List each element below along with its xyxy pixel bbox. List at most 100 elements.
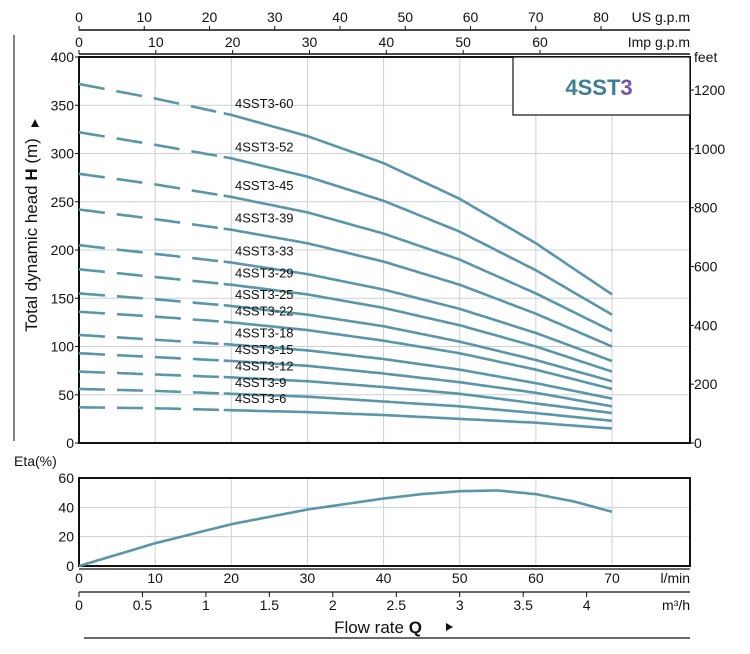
imp-gpm-tick-label: 10 xyxy=(148,34,164,50)
head-curve-solid xyxy=(223,342,613,400)
curve-label: 4SST3-45 xyxy=(235,178,294,193)
eta-axis-label: Eta(%) xyxy=(14,453,57,469)
lmin-tick-label: 0 xyxy=(75,570,83,586)
curve-label: 4SST3-33 xyxy=(235,244,294,259)
curve-label: 4SST3-15 xyxy=(235,342,294,357)
head-curve-dashed xyxy=(78,172,224,197)
imp-gpm-tick-label: 0 xyxy=(75,34,83,50)
feet-tick-label: 800 xyxy=(694,200,718,216)
eta-plot-frame xyxy=(78,477,691,567)
us-gpm-axis-label: US g.p.m xyxy=(632,9,690,25)
us-gpm-tick-label: 40 xyxy=(332,9,348,25)
m3h-tick-label: 0 xyxy=(75,597,83,613)
m3h-tick-label: 3.5 xyxy=(513,597,533,613)
y-axis-arrow-icon xyxy=(31,119,39,127)
eta-y-tick-label: 20 xyxy=(58,529,74,545)
y-tick-label: 50 xyxy=(58,387,74,403)
m3h-tick-label: 1 xyxy=(202,597,210,613)
curve-label: 4SST3-9 xyxy=(235,375,286,390)
head-curve-dashed xyxy=(78,352,224,362)
y-tick-label: 0 xyxy=(66,435,74,451)
lmin-tick-label: 20 xyxy=(223,570,239,586)
m3h-tick-label: 2 xyxy=(329,597,337,613)
head-curve-solid xyxy=(223,392,613,423)
feet-tick-label: 1000 xyxy=(694,141,725,157)
y-axis-title-text: Total dynamic head xyxy=(22,185,41,331)
model-logo-text: 4SST3 xyxy=(565,75,632,100)
eta-y-tick-label: 40 xyxy=(58,499,74,515)
m3h-tick-label: 0.5 xyxy=(133,597,153,613)
efficiency-curve xyxy=(78,489,613,568)
us-gpm-tick-label: 70 xyxy=(528,9,544,25)
head-curve-solid xyxy=(223,260,613,363)
head-curve-solid xyxy=(223,155,613,316)
imp-gpm-tick-label: 40 xyxy=(379,34,395,50)
model-logo-main: 4SST xyxy=(565,75,621,100)
head-curve-dashed xyxy=(78,310,224,324)
head-curve-solid xyxy=(223,304,613,383)
us-gpm-tick-label: 60 xyxy=(463,9,479,25)
lmin-unit-label: l/min xyxy=(660,570,690,586)
curve-label: 4SST3-39 xyxy=(235,211,294,226)
x-axis-title-text: Flow rate xyxy=(334,618,404,637)
curve-label: 4SST3-22 xyxy=(235,303,294,318)
us-gpm-tick-label: 30 xyxy=(267,9,283,25)
y-tick-label: 200 xyxy=(51,242,75,258)
curve-label: 4SST3-60 xyxy=(235,96,294,111)
head-curve-dashed xyxy=(78,268,224,286)
eta-y-tick-label: 0 xyxy=(66,558,74,574)
x-axis-arrow-icon xyxy=(446,623,453,631)
y-tick-label: 250 xyxy=(51,194,75,210)
imp-gpm-axis-label: Imp g.p.m xyxy=(628,34,690,50)
lmin-tick-label: 10 xyxy=(147,570,163,586)
y-axis-title-symbol: H xyxy=(22,168,41,185)
lmin-tick-label: 30 xyxy=(300,570,316,586)
head-curve-solid xyxy=(223,194,613,333)
head-curve-solid xyxy=(223,359,613,408)
imp-gpm-tick-label: 60 xyxy=(532,34,548,50)
m3h-tick-label: 4 xyxy=(583,597,591,613)
feet-axis-label: feet xyxy=(694,49,717,65)
imp-gpm-tick-label: 30 xyxy=(302,34,318,50)
head-curve-dashed xyxy=(79,406,224,412)
x-axis-title-symbol: Q xyxy=(404,618,422,637)
m3h-tick-label: 2.5 xyxy=(387,597,407,613)
m3h-tick-label: 1.5 xyxy=(260,597,280,613)
head-curve-solid xyxy=(223,282,613,373)
head-curve-dashed xyxy=(78,387,224,395)
head-curve-dashed xyxy=(78,292,224,307)
curve-label: 4SST3-6 xyxy=(235,391,286,406)
us-gpm-tick-label: 50 xyxy=(397,9,413,25)
lmin-tick-label: 70 xyxy=(604,570,620,586)
curve-label: 4SST3-29 xyxy=(235,266,294,281)
head-curve-solid xyxy=(223,112,613,296)
us-gpm-tick-label: 80 xyxy=(593,9,609,25)
us-gpm-tick-label: 0 xyxy=(75,9,83,25)
y-tick-label: 100 xyxy=(51,339,75,355)
head-curve-dashed xyxy=(78,333,224,346)
us-gpm-tick-label: 10 xyxy=(136,9,152,25)
head-curve-dashed xyxy=(78,370,224,379)
curve-label: 4SST3-25 xyxy=(235,287,294,302)
curve-label: 4SST3-52 xyxy=(235,139,294,154)
y-tick-label: 150 xyxy=(51,290,75,306)
feet-tick-label: 0 xyxy=(694,435,702,451)
head-curve-solid xyxy=(223,408,613,430)
main-plot-frame xyxy=(78,56,691,444)
head-curve-solid xyxy=(223,320,613,391)
head-curve-dashed xyxy=(78,82,224,115)
y-tick-label: 350 xyxy=(51,97,75,113)
head-curve-solid xyxy=(223,227,613,348)
lmin-tick-label: 60 xyxy=(528,570,544,586)
imp-gpm-tick-label: 50 xyxy=(455,34,471,50)
y-axis-title-unit: (m) xyxy=(22,138,41,168)
lmin-tick-label: 50 xyxy=(452,570,468,586)
y-tick-label: 400 xyxy=(51,49,75,65)
head-curve-dashed xyxy=(78,208,224,230)
imp-gpm-tick-label: 20 xyxy=(225,34,241,50)
lmin-tick-label: 40 xyxy=(376,570,392,586)
feet-tick-label: 200 xyxy=(694,376,718,392)
head-curve-solid xyxy=(223,375,613,415)
